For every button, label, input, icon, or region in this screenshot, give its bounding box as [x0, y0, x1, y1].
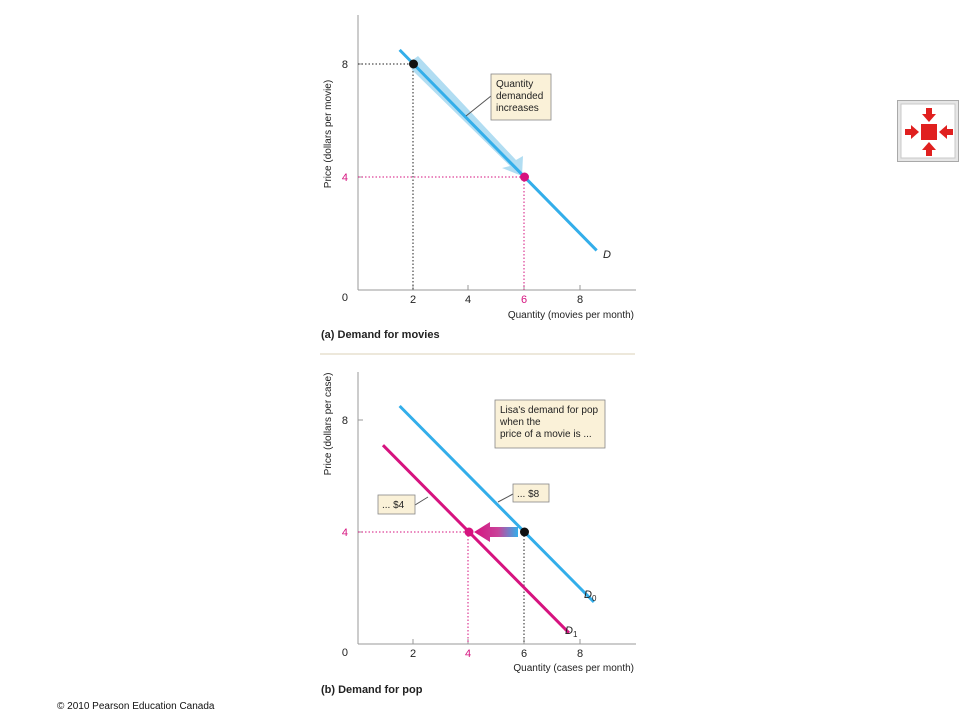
panel-b-title: (b) Demand for pop [321, 684, 423, 696]
panel-a-xtick-6: 6 [521, 294, 527, 306]
panel-b-xlabel: Quantity (cases per month) [513, 663, 634, 674]
panel-b-xtick-6: 6 [521, 648, 527, 660]
panel-a-ytick-8: 8 [342, 59, 348, 71]
panel-b: 8 4 0 2 4 6 8 Quantity (cases per month)… [321, 372, 636, 696]
panel-a-callout-leader [465, 95, 492, 117]
panel-a-demand-curve [398, 48, 598, 252]
panel-a-title: (a) Demand for movies [321, 329, 440, 341]
panel-b-demand-curve-d0 [398, 404, 595, 604]
panel-a-xtick-4: 4 [465, 294, 471, 306]
panel-b-demand-curve-d1 [381, 444, 570, 634]
panel-a-xlabel: Quantity (movies per month) [508, 310, 634, 321]
panel-a-callout-text: Quantity demanded increases [496, 79, 546, 114]
panel-b-xtick-8: 8 [577, 648, 583, 660]
panel-b-callout-high-box [512, 483, 550, 503]
panel-a-ylabel: Price (dollars per movie) [323, 80, 334, 188]
panel-b-shift-arrow [474, 522, 518, 542]
panel-b-point-black [520, 527, 529, 537]
panel-a-xtick-8: 8 [577, 294, 583, 306]
panel-b-curve-label-d0: D0 [584, 589, 597, 603]
panel-a-curve-label: D [603, 249, 611, 261]
panel-a-point-magenta [520, 172, 529, 182]
panel-b-callout-high-leader [497, 493, 514, 503]
panel-b-callout-low-text: ... $4 [382, 500, 405, 511]
shrink-view-button[interactable] [897, 100, 959, 162]
panel-a-xtick-2: 2 [410, 294, 416, 306]
panel-b-curve-label-d1: D1 [565, 625, 578, 639]
panel-a-origin: 0 [342, 292, 348, 304]
panel-b-ytick-8: 8 [342, 415, 348, 427]
panel-b-ylabel: Price (dollars per case) [323, 373, 334, 476]
panel-b-callout-main-box [494, 399, 606, 449]
shrink-arrows-icon [900, 103, 956, 159]
panel-b-callout-main-text: Lisa's demand for pop when the price of … [499, 405, 601, 440]
panel-b-callout-high-text: ... $8 [517, 489, 540, 500]
panel-a-point-black [409, 59, 418, 69]
panel-a-ytick-4: 4 [342, 172, 348, 184]
panel-a-callout-box [490, 73, 552, 121]
panel-b-callout-low-box [377, 494, 416, 515]
panel-b-callout-low-leader [414, 496, 429, 506]
panel-b-origin: 0 [342, 647, 348, 659]
panel-b-xtick-2: 2 [410, 648, 416, 660]
panel-b-xtick-4: 4 [465, 648, 471, 660]
panel-b-point-magenta [464, 527, 474, 537]
copyright-text: © 2010 Pearson Education Canada [57, 701, 215, 712]
panel-b-ytick-4: 4 [342, 527, 348, 539]
panel-a: 8 4 0 2 4 6 8 Quantity (movies per month… [321, 15, 636, 341]
